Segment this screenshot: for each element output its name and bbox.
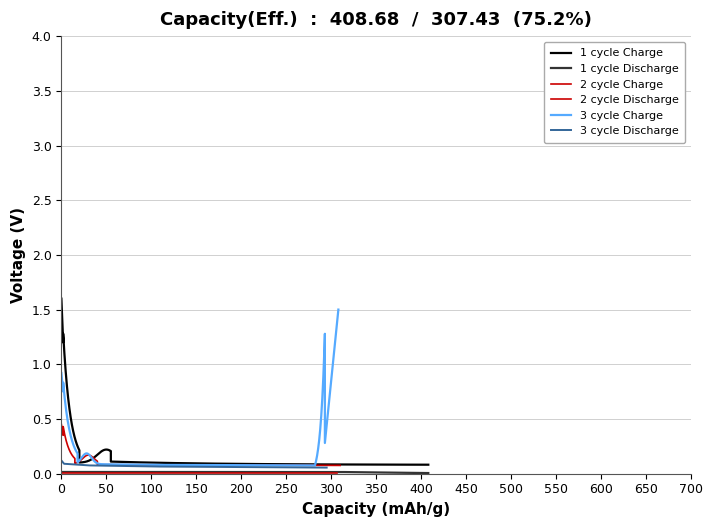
3 cycle Charge [57,370,66,376]
2 cycle Discharge [333,469,342,476]
2 cycle Charge [57,421,66,428]
2 cycle Discharge [57,469,66,476]
1 cycle Discharge [216,469,225,475]
Line: 3 cycle Discharge: 3 cycle Discharge [61,460,327,468]
3 cycle Charge [170,462,178,468]
2 cycle Charge [222,462,231,468]
3 cycle Discharge [323,465,331,471]
1 cycle Charge [368,461,376,468]
1 cycle Charge [61,368,70,374]
1 cycle Discharge [424,470,433,476]
3 cycle Charge [334,306,343,313]
1 cycle Discharge [139,469,147,475]
3 cycle Discharge [169,464,178,470]
3 cycle Discharge [97,463,106,469]
3 cycle Charge [112,461,121,468]
1 cycle Discharge [233,469,242,475]
2 cycle Charge [154,461,163,468]
Line: 1 cycle Charge: 1 cycle Charge [61,299,428,465]
2 cycle Discharge [311,469,319,476]
3 cycle Charge [73,449,81,456]
3 cycle Charge [66,428,74,435]
3 cycle Discharge [247,464,256,470]
1 cycle Charge [424,461,433,468]
Y-axis label: Voltage (V): Voltage (V) [11,207,26,303]
3 cycle Discharge [57,457,66,464]
2 cycle Discharge [199,469,208,476]
1 cycle Charge [315,461,323,468]
Legend: 1 cycle Charge, 1 cycle Discharge, 2 cycle Charge, 2 cycle Discharge, 3 cycle Ch: 1 cycle Charge, 1 cycle Discharge, 2 cyc… [544,42,685,143]
3 cycle Discharge [109,463,117,469]
X-axis label: Capacity (mAh/g): Capacity (mAh/g) [302,502,451,517]
2 cycle Discharge [319,469,328,476]
2 cycle Charge [274,462,283,468]
1 cycle Charge [83,458,91,465]
1 cycle Discharge [157,469,166,475]
2 cycle Discharge [221,469,230,476]
Line: 3 cycle Charge: 3 cycle Charge [61,309,338,465]
1 cycle Charge [178,460,187,466]
2 cycle Charge [287,462,296,468]
Title: Capacity(Eff.)  :  408.68  /  307.43  (75.2%): Capacity(Eff.) : 408.68 / 307.43 (75.2%) [160,11,592,29]
2 cycle Discharge [121,469,130,476]
Line: 1 cycle Discharge: 1 cycle Discharge [61,472,428,473]
2 cycle Charge [336,462,344,468]
1 cycle Charge [349,461,358,468]
Line: 2 cycle Charge: 2 cycle Charge [61,425,340,465]
3 cycle Charge [125,461,134,468]
3 cycle Charge [311,462,319,468]
1 cycle Discharge [163,469,171,475]
2 cycle Charge [59,426,68,432]
3 cycle Discharge [163,464,171,470]
1 cycle Charge [57,296,66,302]
1 cycle Discharge [57,469,66,475]
3 cycle Discharge [79,462,87,468]
2 cycle Charge [302,462,311,468]
3 cycle Charge [180,462,188,468]
1 cycle Discharge [94,469,103,475]
2 cycle Discharge [110,469,119,476]
